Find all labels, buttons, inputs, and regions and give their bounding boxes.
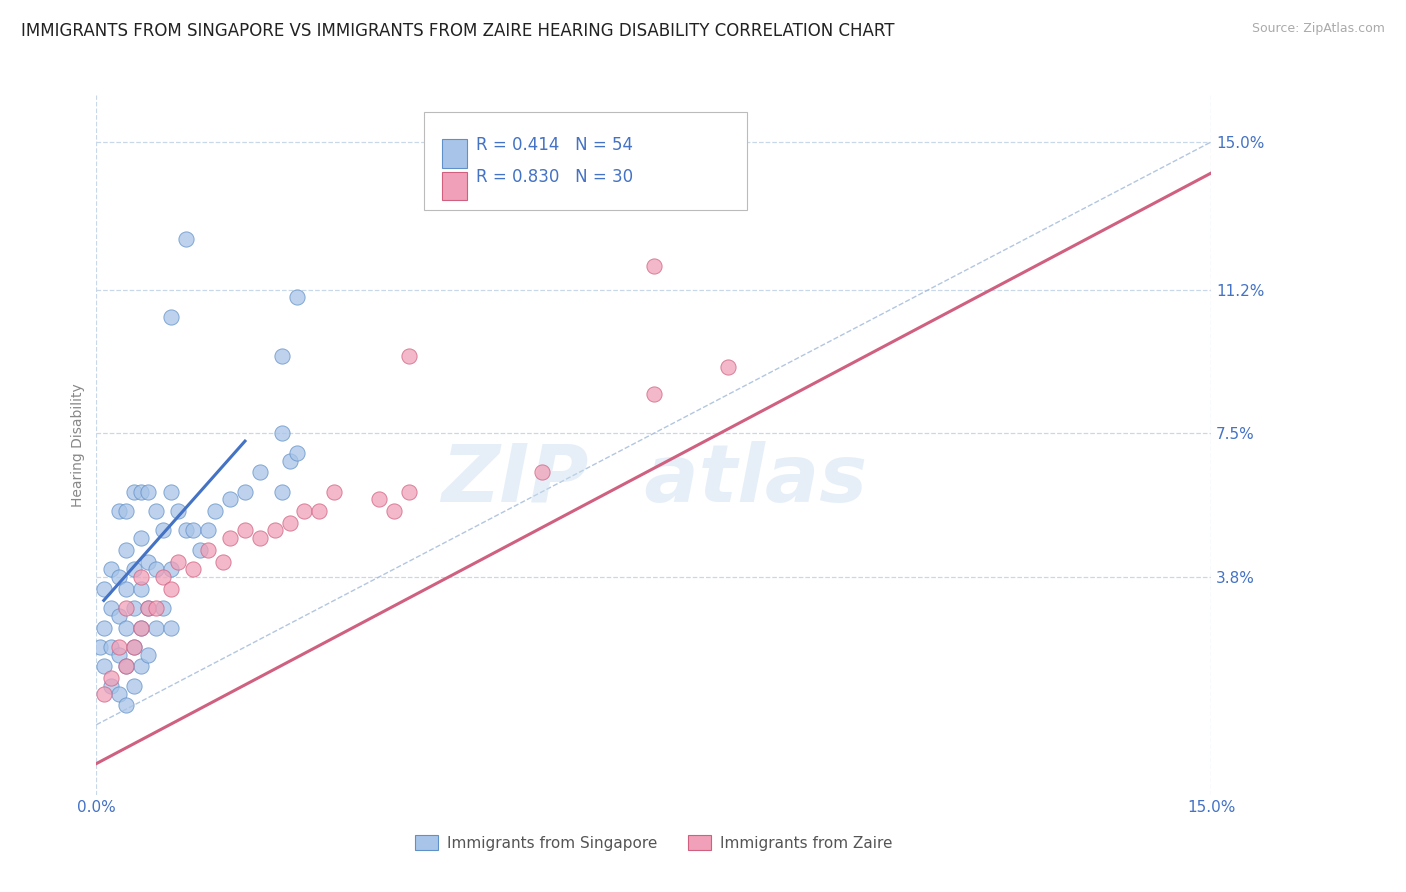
Point	[129, 621, 152, 635]
Point	[233, 484, 256, 499]
Point	[93, 659, 115, 673]
Point	[285, 290, 308, 304]
Point	[271, 426, 294, 441]
Point	[122, 484, 145, 499]
Point	[129, 570, 152, 584]
Point	[115, 698, 138, 713]
Point	[93, 582, 115, 596]
Point	[122, 640, 145, 654]
Point	[278, 453, 301, 467]
Point	[145, 562, 167, 576]
Point	[197, 524, 219, 538]
Point	[129, 531, 152, 545]
Point	[308, 504, 330, 518]
Point	[152, 524, 174, 538]
Point	[152, 601, 174, 615]
Point	[122, 562, 145, 576]
Point	[643, 387, 665, 401]
Point	[100, 640, 122, 654]
Point	[249, 531, 271, 545]
Point	[190, 542, 212, 557]
Point	[159, 484, 181, 499]
Point	[122, 601, 145, 615]
Point	[159, 621, 181, 635]
Text: R = 0.414   N = 54: R = 0.414 N = 54	[475, 136, 633, 153]
Point	[159, 310, 181, 324]
Point	[115, 659, 138, 673]
Point	[107, 570, 129, 584]
Point	[278, 516, 301, 530]
Point	[89, 640, 111, 654]
Point	[174, 232, 197, 246]
Point	[159, 562, 181, 576]
Text: R = 0.830   N = 30: R = 0.830 N = 30	[475, 168, 633, 186]
Point	[129, 582, 152, 596]
Point	[294, 504, 316, 518]
Point	[219, 531, 242, 545]
Point	[115, 601, 138, 615]
Point	[181, 562, 204, 576]
Point	[531, 465, 554, 479]
Point	[643, 259, 665, 273]
Legend: Immigrants from Singapore, Immigrants from Zaire: Immigrants from Singapore, Immigrants fr…	[409, 830, 898, 857]
Point	[204, 504, 226, 518]
Point	[129, 484, 152, 499]
Text: ZIP  atlas: ZIP atlas	[440, 441, 868, 519]
Text: Source: ZipAtlas.com: Source: ZipAtlas.com	[1251, 22, 1385, 36]
Point	[181, 524, 204, 538]
Point	[367, 492, 389, 507]
Point	[159, 582, 181, 596]
Point	[717, 360, 740, 375]
Point	[100, 601, 122, 615]
Point	[138, 648, 160, 662]
Point	[271, 349, 294, 363]
Point	[271, 484, 294, 499]
Point	[107, 609, 129, 624]
Text: IMMIGRANTS FROM SINGAPORE VS IMMIGRANTS FROM ZAIRE HEARING DISABILITY CORRELATIO: IMMIGRANTS FROM SINGAPORE VS IMMIGRANTS …	[21, 22, 894, 40]
Point	[145, 504, 167, 518]
Point	[211, 555, 233, 569]
Point	[115, 582, 138, 596]
Point	[398, 484, 420, 499]
Point	[263, 524, 285, 538]
Point	[145, 601, 167, 615]
Point	[107, 504, 129, 518]
Point	[115, 504, 138, 518]
Point	[107, 687, 129, 701]
Point	[93, 621, 115, 635]
Point	[219, 492, 242, 507]
Point	[138, 484, 160, 499]
Point	[129, 659, 152, 673]
Point	[152, 570, 174, 584]
Point	[285, 446, 308, 460]
Point	[197, 542, 219, 557]
Point	[323, 484, 346, 499]
Point	[233, 524, 256, 538]
Point	[138, 601, 160, 615]
Point	[115, 542, 138, 557]
Point	[100, 679, 122, 693]
Point	[138, 555, 160, 569]
Point	[138, 601, 160, 615]
Point	[249, 465, 271, 479]
Point	[100, 671, 122, 685]
Point	[100, 562, 122, 576]
Point	[398, 349, 420, 363]
Point	[115, 659, 138, 673]
Point	[107, 640, 129, 654]
Y-axis label: Hearing Disability: Hearing Disability	[72, 384, 86, 507]
Point	[93, 687, 115, 701]
Point	[382, 504, 405, 518]
Point	[122, 679, 145, 693]
Point	[129, 621, 152, 635]
Point	[174, 524, 197, 538]
Point	[167, 504, 190, 518]
Point	[167, 555, 190, 569]
Point	[122, 640, 145, 654]
Point	[107, 648, 129, 662]
Point	[115, 621, 138, 635]
Point	[145, 621, 167, 635]
